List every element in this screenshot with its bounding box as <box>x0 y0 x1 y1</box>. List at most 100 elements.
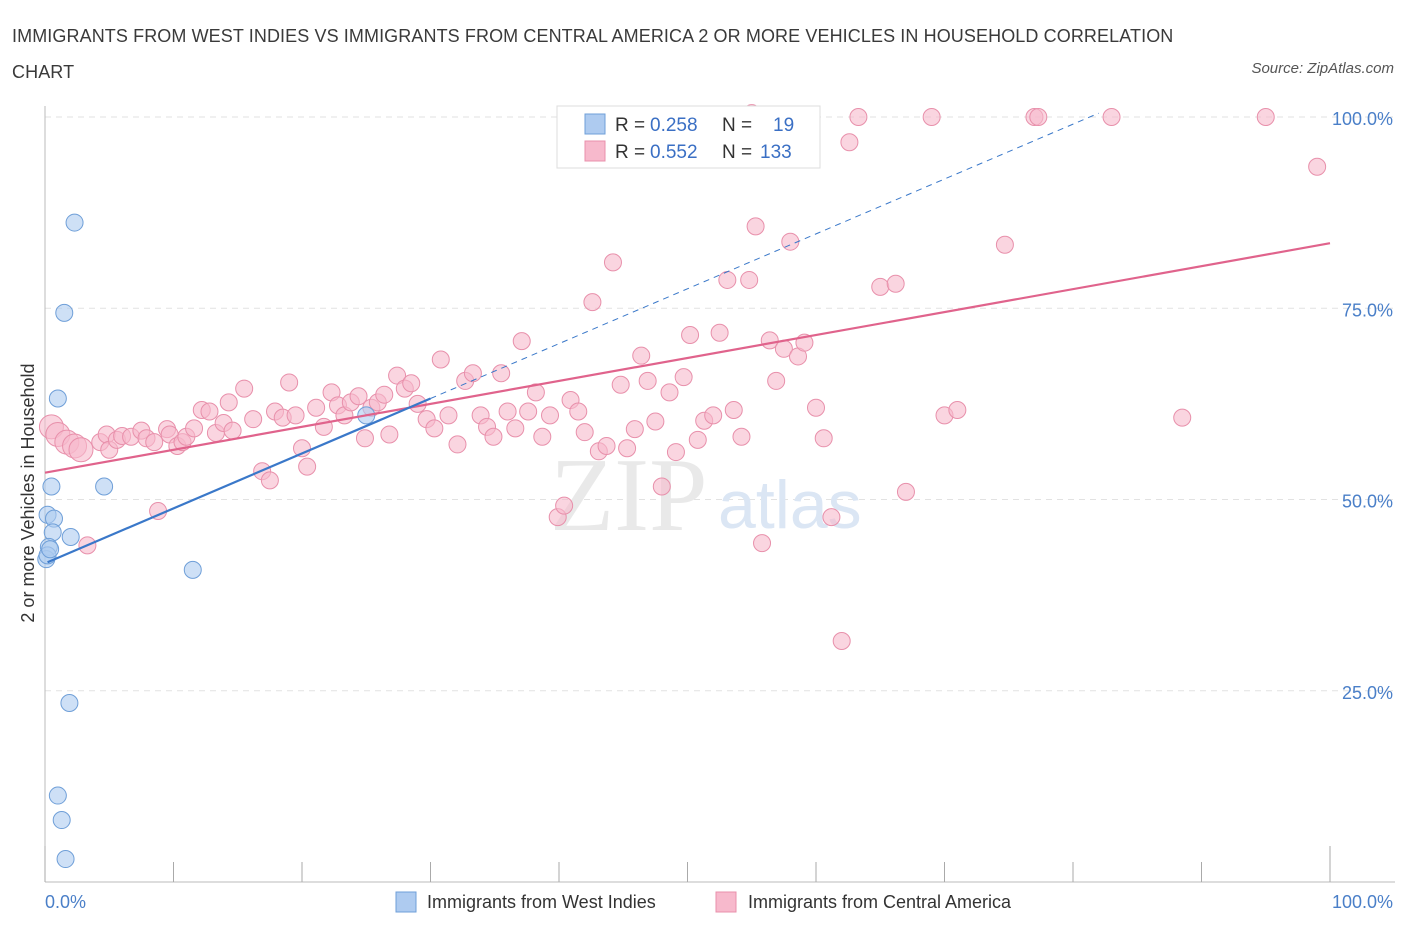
point-west-indies <box>52 811 71 830</box>
trend-lines <box>44 112 1331 564</box>
point-west-indies <box>61 527 80 546</box>
point-central-america <box>235 379 254 398</box>
point-central-america <box>200 402 219 421</box>
point-central-america <box>638 371 657 390</box>
legend-r-label-2: R = <box>615 142 645 163</box>
point-west-indies <box>48 786 67 805</box>
point-central-america <box>666 443 685 462</box>
bottom-legend-swatch-central-america[interactable] <box>715 891 737 913</box>
point-central-america <box>871 277 890 296</box>
point-central-america <box>632 346 651 365</box>
point-central-america <box>1173 408 1192 427</box>
legend-n-value-1: 19 <box>773 115 794 136</box>
point-central-america <box>402 374 421 393</box>
bottom-legend-label-central-america[interactable]: Immigrants from Central America <box>748 892 1012 912</box>
x-tick-label-max: 100.0% <box>1332 892 1393 912</box>
legend-r-label-1: R = <box>615 115 645 136</box>
point-central-america <box>355 429 374 448</box>
bottom-legend-label-west-indies[interactable]: Immigrants from West Indies <box>427 892 656 912</box>
trend-line-west-indies <box>47 397 431 564</box>
legend-swatch-central-america <box>584 140 606 162</box>
trend-line-central-america <box>44 242 1331 474</box>
y-tick-label: 50.0% <box>1342 492 1393 512</box>
point-central-america <box>498 402 517 421</box>
point-central-america <box>767 371 786 390</box>
point-central-america <box>746 217 765 236</box>
point-central-america <box>425 419 444 438</box>
point-central-america <box>740 270 759 289</box>
point-central-america <box>1256 108 1275 126</box>
source-label: Source: ZipAtlas.com <box>1251 60 1394 77</box>
point-central-america <box>286 406 305 425</box>
y-axis-label: 2 or more Vehicles in Household <box>18 363 38 622</box>
legend-n-value-2: 133 <box>760 142 792 163</box>
point-central-america <box>145 433 164 452</box>
bottom-legend: Immigrants from West Indies Immigrants f… <box>395 891 1012 913</box>
legend-swatch-west-indies <box>584 113 606 135</box>
point-west-indies <box>183 560 202 579</box>
watermark-atlas: atlas <box>718 467 862 543</box>
point-central-america <box>660 383 679 402</box>
point-central-america <box>688 430 707 449</box>
point-central-america <box>611 375 630 394</box>
bottom-legend-swatch-west-indies[interactable] <box>395 891 417 913</box>
y-tick-label: 75.0% <box>1342 300 1393 320</box>
point-central-america <box>710 323 729 342</box>
point-west-indies <box>41 540 60 559</box>
point-central-america <box>463 364 482 383</box>
point-central-america <box>1308 157 1327 176</box>
point-central-america <box>681 326 700 345</box>
point-central-america <box>68 437 94 463</box>
point-west-indies <box>65 213 84 232</box>
axes <box>44 106 1395 883</box>
point-central-america <box>995 235 1014 254</box>
point-central-america <box>506 419 525 438</box>
point-central-america <box>807 398 825 417</box>
series-central-america-points <box>38 104 1327 651</box>
y-tick-label: 100.0% <box>1332 109 1393 129</box>
legend-r-value-2: 0.552 <box>650 142 698 163</box>
point-central-america <box>781 232 800 251</box>
point-central-america <box>280 373 299 392</box>
point-central-america <box>484 427 503 446</box>
point-central-america <box>519 402 538 421</box>
legend-n-label-1: N = <box>722 115 752 136</box>
point-central-america <box>1029 108 1048 126</box>
point-central-america <box>896 482 915 501</box>
point-central-america <box>732 427 751 446</box>
point-central-america <box>1102 108 1121 126</box>
chart-title: IMMIGRANTS FROM WEST INDIES VS IMMIGRANT… <box>12 26 1174 82</box>
point-central-america <box>512 332 531 351</box>
point-central-america <box>298 457 317 476</box>
point-central-america <box>822 508 841 527</box>
point-central-america <box>569 402 588 421</box>
point-central-america <box>439 406 458 425</box>
point-central-america <box>849 108 868 126</box>
point-central-america <box>526 383 545 402</box>
point-west-indies <box>56 850 75 869</box>
point-central-america <box>618 439 637 458</box>
point-west-indies <box>55 303 74 322</box>
point-central-america <box>219 393 238 412</box>
point-central-america <box>832 632 851 651</box>
legend-n-label-2: N = <box>722 142 752 163</box>
legend-r-value-1: 0.258 <box>650 115 698 136</box>
point-central-america <box>646 412 665 431</box>
point-central-america <box>307 398 326 417</box>
point-central-america <box>652 477 671 496</box>
point-central-america <box>840 133 859 152</box>
point-central-america <box>704 406 723 425</box>
point-central-america <box>575 423 594 442</box>
point-central-america <box>533 427 552 446</box>
point-central-america <box>753 534 772 553</box>
point-central-america <box>448 435 467 454</box>
point-central-america <box>223 421 242 440</box>
gridlines <box>45 116 1395 692</box>
point-central-america <box>375 385 394 404</box>
x-tick-labels: 0.0% 100.0% <box>45 892 1393 912</box>
point-central-america <box>555 496 574 515</box>
point-west-indies <box>42 477 61 496</box>
point-central-america <box>674 368 693 387</box>
point-central-america <box>583 293 602 312</box>
